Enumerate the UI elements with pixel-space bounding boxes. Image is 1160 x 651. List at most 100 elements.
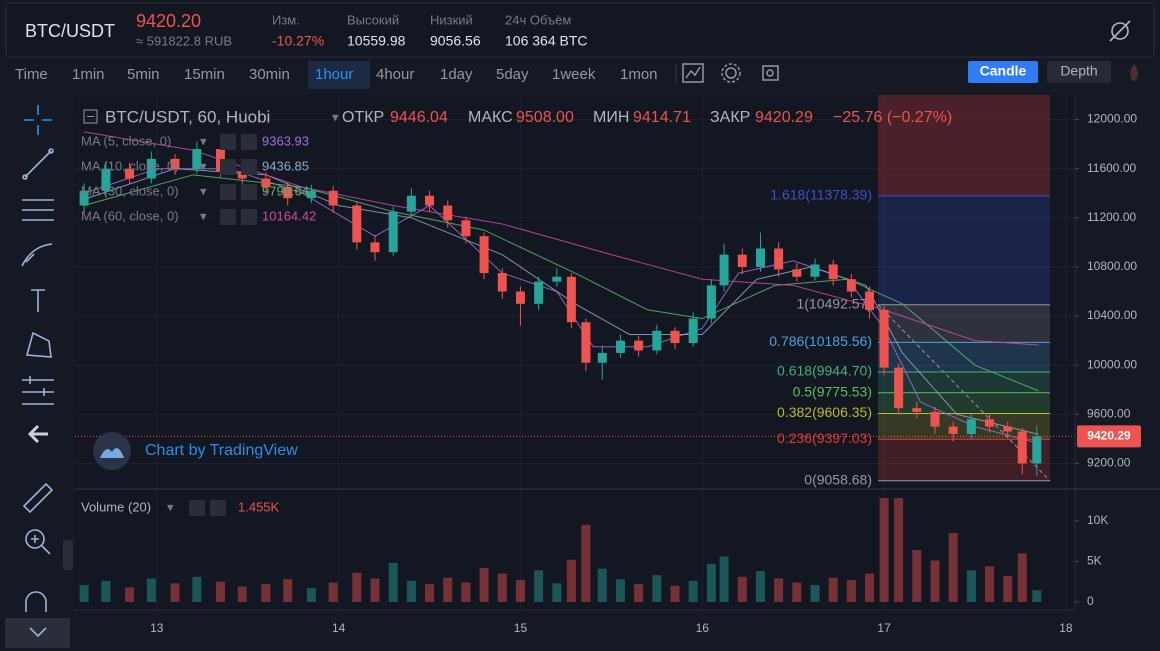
theme-toggle[interactable] xyxy=(1109,20,1131,42)
ma-close[interactable] xyxy=(241,159,257,175)
dropdown[interactable]: ▾ xyxy=(200,208,207,223)
ma-settings[interactable] xyxy=(220,134,236,150)
volume-bar xyxy=(146,578,156,602)
ohlc-value: 9508.00 xyxy=(516,109,574,126)
ma-close[interactable] xyxy=(241,209,257,225)
dropdown[interactable]: ▾ xyxy=(200,183,207,198)
stat-value: 10559.98 xyxy=(347,33,406,49)
volume-bar xyxy=(581,524,591,602)
ma-close[interactable] xyxy=(241,134,257,150)
dropdown[interactable]: ▾ xyxy=(200,158,207,173)
ohlc-value: 9414.71 xyxy=(633,109,691,126)
interval[interactable]: 15min xyxy=(184,66,225,83)
ohlc-label: ОТКР xyxy=(342,109,384,126)
ma-value: 9436.85 xyxy=(262,158,309,173)
interval[interactable]: 1day xyxy=(440,66,473,83)
candle-body xyxy=(552,276,562,282)
volume-bar xyxy=(930,560,940,602)
stat-label: Низкий xyxy=(430,12,473,27)
volume-label: Volume (20) xyxy=(81,499,151,514)
ma-close[interactable] xyxy=(241,184,257,200)
interval[interactable]: 1hour xyxy=(315,66,353,83)
y-tick-label: 11600.00 xyxy=(1087,161,1136,175)
volume-bar xyxy=(865,573,875,602)
tv-logo xyxy=(93,432,131,470)
volume-bar xyxy=(497,573,507,602)
volume-bar xyxy=(215,581,225,602)
interval[interactable]: 1min xyxy=(72,66,105,83)
ohlc-value: 9446.04 xyxy=(390,109,448,126)
volume-bar xyxy=(652,575,662,602)
interval[interactable]: 30min xyxy=(249,66,290,83)
ma-settings[interactable] xyxy=(220,209,236,225)
ma-value: 10164.42 xyxy=(262,208,316,223)
pair: BTC/USDT xyxy=(25,21,115,41)
volume-bar xyxy=(597,568,607,602)
dropdown[interactable]: ▾ xyxy=(200,133,207,148)
interval[interactable]: 5min xyxy=(127,66,160,83)
volume-bar xyxy=(406,580,416,602)
stat-value: 9056.56 xyxy=(430,33,481,49)
ma-name: MA (5, close, 0) xyxy=(81,133,171,148)
candle-body xyxy=(146,158,156,179)
plot: 12000.00 11600.00 11200.00 10800.00 10400.00… xyxy=(75,95,1137,635)
volume-bar xyxy=(192,576,202,602)
y-tick-label: 9600.00 xyxy=(1087,406,1131,420)
interval-list: Time 1min 5min 15min 30min 1hour 4hour 1day 5day… xyxy=(15,61,1111,89)
candle-body xyxy=(170,158,180,169)
candle-body xyxy=(370,242,380,253)
collapse-icon[interactable] xyxy=(83,109,98,124)
ma-name: MA (30, close, 0) xyxy=(81,183,179,198)
fib-label: 1.618(11378.39) xyxy=(770,187,872,203)
candle-body xyxy=(328,190,338,206)
stat-value: -10.27% xyxy=(272,33,324,49)
dropdown[interactable]: ▾ xyxy=(167,499,174,514)
fib-band xyxy=(878,195,1050,305)
candle-body xyxy=(515,291,525,304)
volume-bar xyxy=(810,584,820,602)
view-button[interactable] xyxy=(1047,61,1111,83)
candle-body xyxy=(792,269,802,277)
header-bar xyxy=(5,2,1155,58)
volume-bar xyxy=(985,566,995,602)
candle-body xyxy=(670,330,680,344)
dropdown[interactable]: ▾ xyxy=(332,109,339,124)
volume-bar xyxy=(443,577,453,602)
interval[interactable]: 1mon xyxy=(620,66,658,83)
v-tick-label: 5K xyxy=(1087,554,1102,568)
drawing-tools[interactable] xyxy=(5,105,73,648)
x-tick-label: 13 xyxy=(150,621,164,635)
ma-name: MA (10, close, 0) xyxy=(81,158,179,173)
v-tick-label: 0 xyxy=(1087,594,1094,608)
stat-label: Высокий xyxy=(347,12,399,27)
volume-bar xyxy=(774,578,784,602)
candle-body xyxy=(755,248,765,267)
interval[interactable]: 1week xyxy=(552,66,596,83)
volume-bar xyxy=(894,498,904,602)
interval[interactable]: 4hour xyxy=(376,66,414,83)
candle-body xyxy=(828,264,838,280)
ma-settings[interactable] xyxy=(220,184,236,200)
toolbar-icons[interactable] xyxy=(675,63,779,84)
x-tick-label: 17 xyxy=(877,621,891,635)
volume-bar xyxy=(425,584,435,602)
candle-body xyxy=(634,340,644,351)
interval[interactable]: Time xyxy=(15,66,48,83)
ma-name: MA (60, close, 0) xyxy=(81,208,179,223)
volume-bar xyxy=(792,582,802,602)
ohlc-value: 9420.29 xyxy=(755,109,813,126)
candle-body xyxy=(966,419,976,434)
view-button[interactable] xyxy=(968,61,1038,83)
volume-bar xyxy=(388,563,398,602)
volume-bar xyxy=(461,582,471,602)
volume-bar xyxy=(1003,576,1013,602)
candle-body xyxy=(306,190,316,199)
ma-settings[interactable] xyxy=(220,159,236,175)
x-tick-label: 18 xyxy=(1059,621,1073,635)
interval[interactable]: 5day xyxy=(496,66,529,83)
candle-body xyxy=(985,419,995,427)
fib-band xyxy=(878,304,1050,343)
candle-body xyxy=(443,205,453,221)
volume-bar xyxy=(966,570,976,602)
